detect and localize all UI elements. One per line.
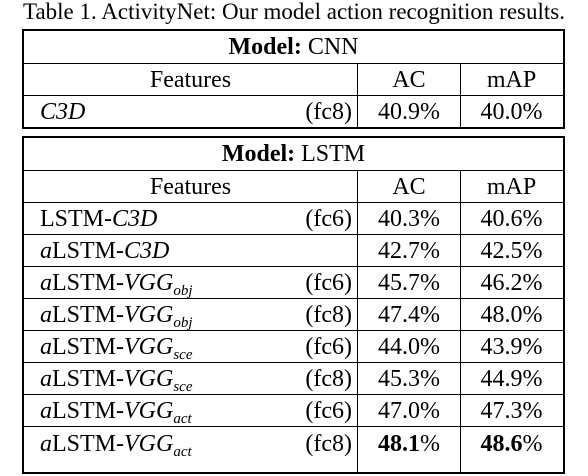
header-map: mAP [486,174,537,200]
feature-layer: (fc6) [305,398,352,424]
map-value: 40.0% [480,99,543,125]
map-value: 48.6% [480,431,543,457]
map-value: 46.2% [480,270,543,296]
feature-layer: (fc8) [305,99,352,125]
table-row: aLSTM-VGGobj (fc8) 47.4% 48.0% [24,298,563,331]
table-caption: Table 1. ActivityNet: Our model action r… [23,0,565,24]
ac-value: 44.0% [378,334,440,360]
feature-name: LSTM-C3D [40,206,158,232]
header-ac: AC [392,174,426,200]
table-row: aLSTM-VGGact (fc8) 48.1% 48.6% [24,426,563,472]
feature-layer: (fc8) [305,431,352,457]
cnn-header-row: Features AC mAP [24,63,563,95]
table-row: aLSTM-VGGsce (fc6) 44.0% 43.9% [24,330,563,363]
lstm-header-row: Features AC mAP [24,170,563,202]
ac-value: 45.3% [378,366,440,392]
map-value: 40.6% [480,206,543,232]
ac-value: 40.9% [378,99,440,125]
header-features: Features [149,67,232,93]
header-features: Features [149,174,232,200]
feature-layer: (fc6) [305,334,352,360]
feature-layer [276,235,352,267]
feature-name: aLSTM-VGGact [40,431,192,460]
map-value: 42.5% [480,238,543,264]
lstm-model-row: Model: LSTM [24,138,563,170]
map-value: 48.0% [480,302,543,328]
model-label: Model: [228,34,302,60]
ac-value: 47.4% [378,302,440,328]
map-value: 44.9% [480,366,543,392]
table-row: aLSTM-VGGobj (fc6) 45.7% 46.2% [24,266,563,299]
feature-name: C3D [40,99,86,125]
table-row: aLSTM-VGGact (fc6) 47.0% 47.3% [24,394,563,427]
feature-layer: (fc6) [305,270,352,296]
feature-name: aLSTM-VGGobj [40,302,193,331]
feature-name: aLSTM-VGGobj [40,270,193,299]
lstm-model-title: Model: LSTM [24,138,563,170]
ac-value: 42.7% [378,238,440,264]
cnn-table: Model: CNN Features AC mAP C3D (fc8) 40.… [22,29,565,129]
ac-value: 40.3% [378,206,440,232]
table-row: aLSTM-C3D 42.7% 42.5% [24,234,563,266]
header-map: mAP [486,67,537,93]
feature-name: aLSTM-C3D [40,238,170,264]
model-name: LSTM [301,141,366,167]
model-label: Model: [221,141,296,167]
table-row: C3D (fc8) 40.9% 40.0% [24,95,563,127]
ac-value: 45.7% [378,270,440,296]
lstm-table: Model: LSTM Features AC mAP LSTM-C3D (fc… [22,136,565,474]
model-name: CNN [307,34,359,60]
header-ac: AC [392,67,426,93]
ac-value: 48.1% [378,431,440,457]
feature-layer: (fc6) [305,206,352,232]
feature-layer: (fc8) [305,366,352,392]
cnn-model-row: Model: CNN [24,31,563,63]
feature-name: aLSTM-VGGact [40,398,192,427]
table-row: LSTM-C3D (fc6) 40.3% 40.6% [24,202,563,234]
feature-name: aLSTM-VGGsce [40,366,193,395]
map-value: 47.3% [480,398,543,424]
map-value: 43.9% [480,334,543,360]
ac-value: 47.0% [378,398,440,424]
cnn-model-title: Model: CNN [24,31,563,63]
feature-name: aLSTM-VGGsce [40,334,193,363]
feature-layer: (fc8) [305,302,352,328]
table-row: aLSTM-VGGsce (fc8) 45.3% 44.9% [24,362,563,395]
